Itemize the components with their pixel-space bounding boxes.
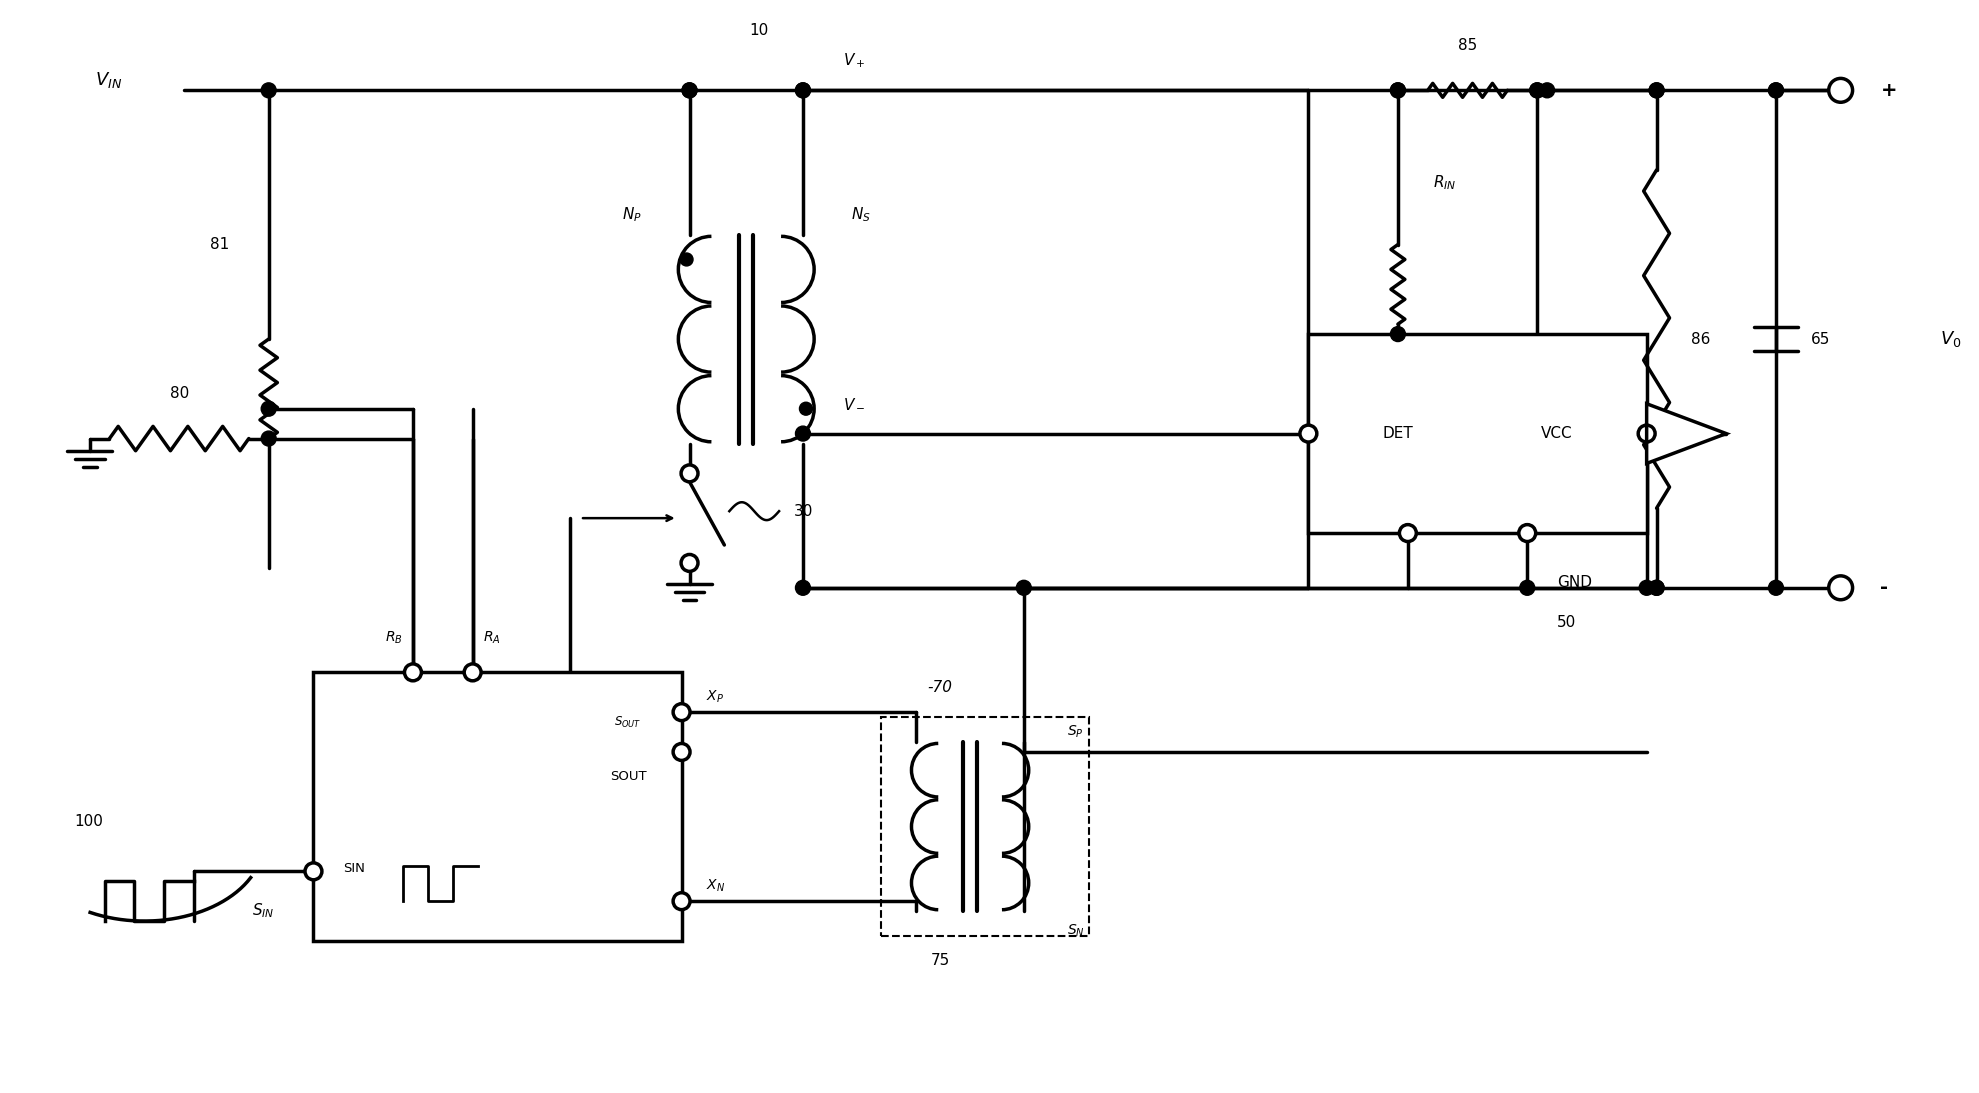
- Text: $R_{IN}$: $R_{IN}$: [1433, 173, 1457, 191]
- Text: 100: 100: [75, 814, 103, 830]
- Text: $S_{OUT}$: $S_{OUT}$: [613, 715, 641, 730]
- Text: $S_P$: $S_P$: [1067, 724, 1083, 740]
- Circle shape: [1829, 576, 1852, 600]
- Text: 80: 80: [170, 386, 188, 401]
- Circle shape: [261, 401, 277, 416]
- Circle shape: [1300, 425, 1316, 442]
- Circle shape: [796, 580, 811, 596]
- Circle shape: [1540, 83, 1555, 97]
- Circle shape: [1649, 580, 1664, 596]
- Text: 85: 85: [1459, 38, 1476, 54]
- Circle shape: [683, 83, 697, 97]
- Text: $R_B$: $R_B$: [386, 630, 404, 646]
- Circle shape: [1649, 83, 1664, 97]
- Bar: [313, 672, 681, 941]
- Circle shape: [1829, 79, 1852, 103]
- Circle shape: [1639, 425, 1654, 442]
- Text: 10: 10: [750, 23, 768, 38]
- Text: VCC: VCC: [1542, 426, 1573, 442]
- Circle shape: [1520, 580, 1536, 596]
- Text: $V_+$: $V_+$: [843, 51, 865, 70]
- Text: $R_A$: $R_A$: [483, 630, 501, 646]
- Circle shape: [673, 893, 691, 909]
- Circle shape: [305, 862, 323, 880]
- Text: +: +: [1880, 81, 1898, 99]
- Text: 50: 50: [1557, 615, 1577, 630]
- Circle shape: [1391, 83, 1405, 97]
- Circle shape: [1639, 580, 1654, 596]
- Circle shape: [1649, 580, 1664, 596]
- Text: SIN: SIN: [342, 862, 366, 874]
- Text: $X_P$: $X_P$: [707, 689, 724, 705]
- Bar: [881, 717, 1090, 936]
- Circle shape: [681, 465, 699, 482]
- Circle shape: [1530, 83, 1546, 97]
- Text: SOUT: SOUT: [610, 771, 647, 784]
- Text: 81: 81: [210, 237, 230, 252]
- Circle shape: [673, 704, 691, 720]
- Text: -: -: [1880, 578, 1888, 597]
- Text: $V_0$: $V_0$: [1939, 329, 1961, 349]
- Circle shape: [1518, 525, 1536, 541]
- Text: GND: GND: [1557, 575, 1591, 590]
- Text: DET: DET: [1383, 426, 1413, 442]
- Text: $N_P$: $N_P$: [621, 205, 641, 224]
- Circle shape: [1391, 83, 1405, 97]
- Text: 75: 75: [930, 953, 950, 968]
- Circle shape: [1769, 580, 1783, 596]
- Circle shape: [796, 426, 811, 442]
- Circle shape: [261, 83, 277, 97]
- Circle shape: [1769, 83, 1783, 97]
- Circle shape: [404, 663, 422, 681]
- Text: $S_{IN}$: $S_{IN}$: [253, 902, 275, 920]
- Polygon shape: [1647, 403, 1726, 463]
- Bar: [1308, 334, 1647, 533]
- Circle shape: [1530, 83, 1546, 97]
- Circle shape: [1391, 327, 1405, 341]
- Text: $N_S$: $N_S$: [851, 205, 871, 224]
- Circle shape: [796, 83, 811, 97]
- Circle shape: [796, 83, 811, 97]
- Text: -70: -70: [928, 680, 952, 695]
- Circle shape: [681, 252, 693, 266]
- Circle shape: [683, 83, 697, 97]
- Text: $X_N$: $X_N$: [707, 878, 726, 894]
- Text: 65: 65: [1811, 331, 1831, 346]
- Circle shape: [465, 663, 481, 681]
- Text: 86: 86: [1692, 331, 1710, 346]
- Circle shape: [681, 554, 699, 572]
- Circle shape: [673, 743, 691, 761]
- Text: $S_N$: $S_N$: [1067, 922, 1084, 939]
- Circle shape: [261, 431, 277, 446]
- Text: 30: 30: [794, 504, 813, 519]
- Circle shape: [1769, 83, 1783, 97]
- Circle shape: [1017, 580, 1031, 596]
- Text: $V_-$: $V_-$: [843, 397, 865, 411]
- Circle shape: [1649, 83, 1664, 97]
- Text: $V_{IN}$: $V_{IN}$: [95, 70, 123, 91]
- Circle shape: [800, 402, 813, 415]
- Circle shape: [1399, 525, 1417, 541]
